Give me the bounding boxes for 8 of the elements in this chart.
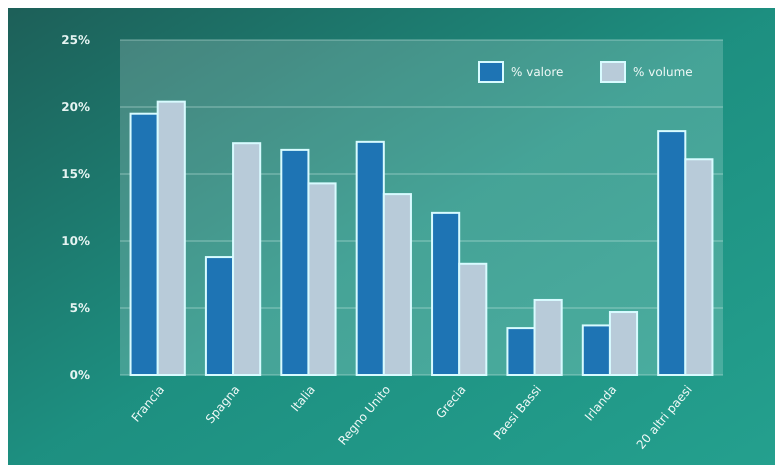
y-tick-label: 5% bbox=[70, 301, 90, 316]
y-tick-label: 20% bbox=[61, 100, 90, 114]
y-tick-label: 25% bbox=[61, 33, 90, 48]
legend-label: % valore bbox=[511, 65, 564, 80]
y-tick-label: 10% bbox=[61, 234, 90, 248]
y-tick-label: 0% bbox=[70, 368, 90, 382]
y-tick-label: 15% bbox=[61, 167, 90, 182]
legend-label: % volume bbox=[633, 65, 693, 80]
